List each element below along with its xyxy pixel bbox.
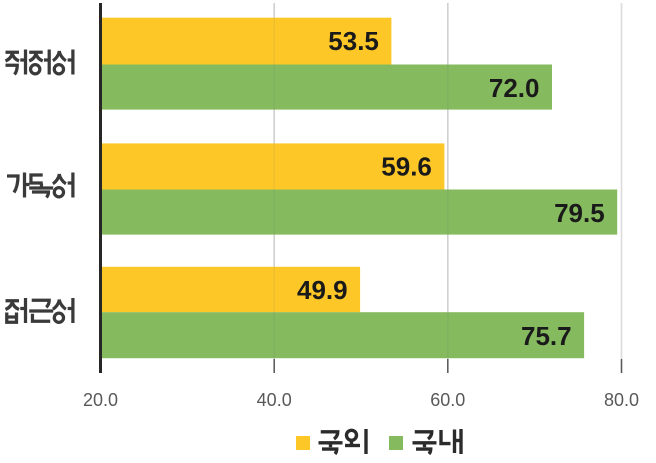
svg-text:80.0: 80.0: [604, 390, 639, 410]
svg-text:40.0: 40.0: [257, 390, 292, 410]
svg-text:20.0: 20.0: [83, 390, 118, 410]
svg-text:49.9: 49.9: [297, 275, 348, 305]
svg-text:72.0: 72.0: [489, 73, 540, 103]
svg-text:60.0: 60.0: [430, 390, 465, 410]
svg-text:75.7: 75.7: [521, 321, 572, 351]
svg-text:53.5: 53.5: [328, 26, 379, 56]
svg-text:79.5: 79.5: [554, 198, 605, 228]
svg-text:59.6: 59.6: [381, 152, 432, 182]
